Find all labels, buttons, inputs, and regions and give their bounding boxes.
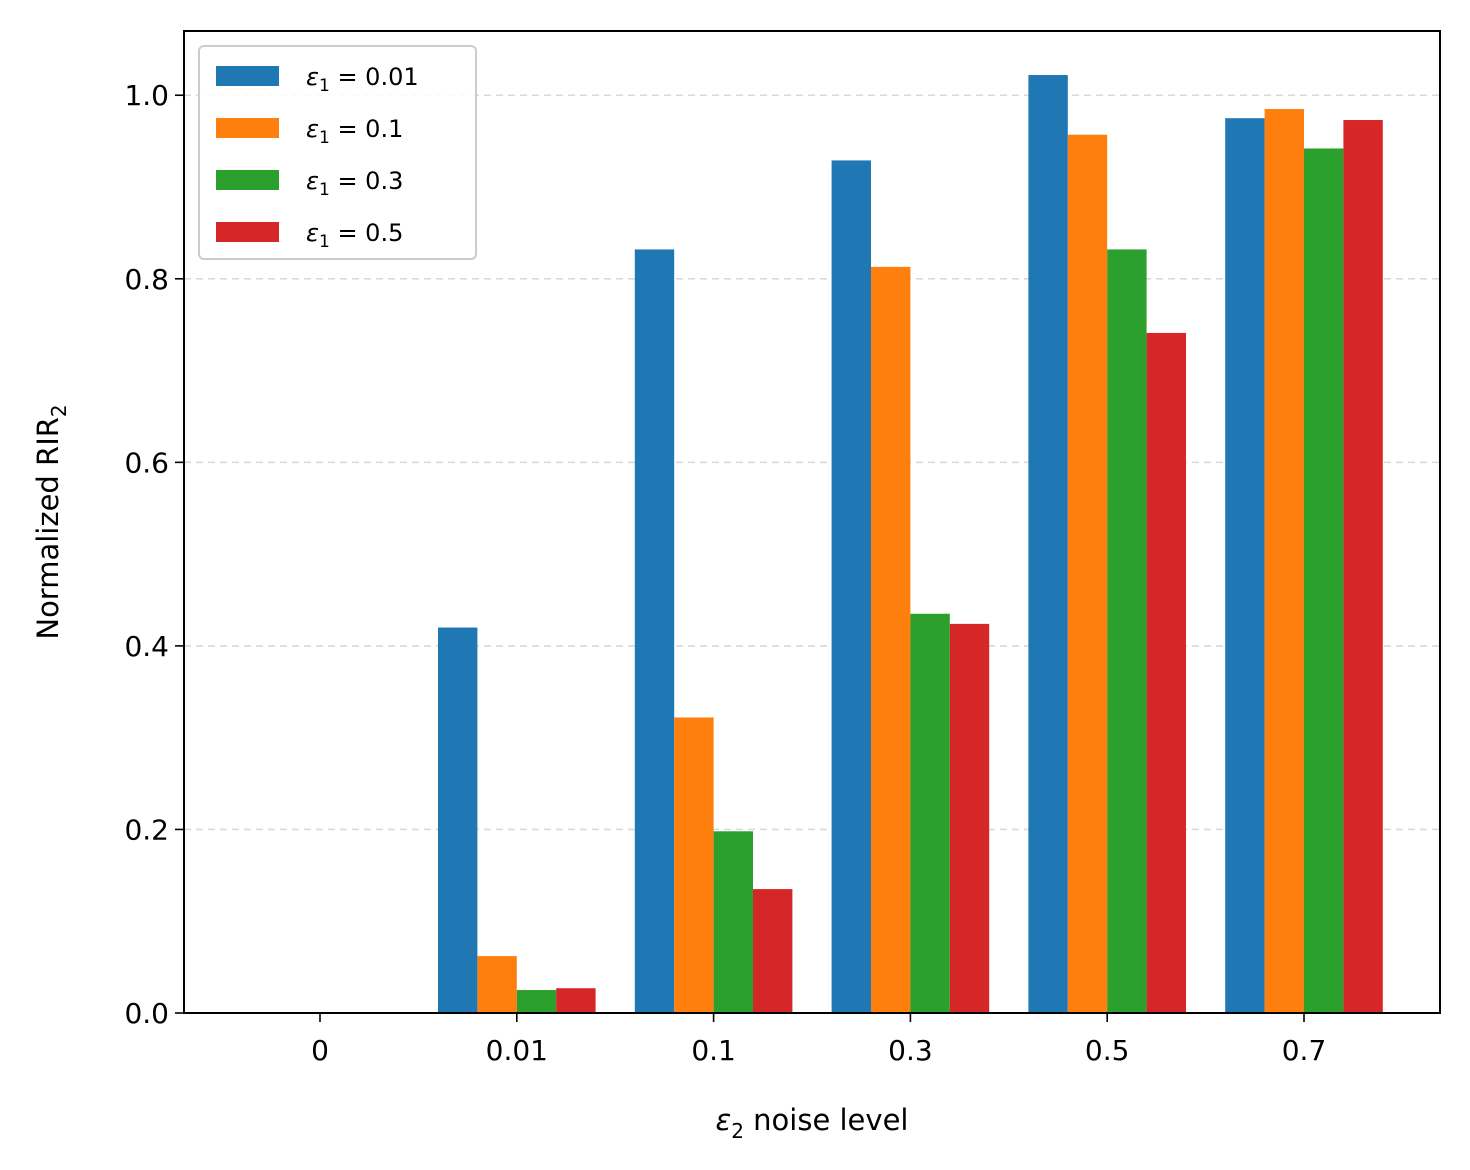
bar bbox=[910, 613, 950, 1013]
y-axis: 0.0 0.2 0.4 0.6 0.8 1.0 bbox=[124, 79, 184, 1030]
legend-label: ε1 = 0.3 bbox=[306, 167, 403, 200]
bar bbox=[1107, 249, 1147, 1014]
bar bbox=[949, 623, 990, 1013]
bar bbox=[477, 956, 517, 1013]
legend-swatch bbox=[216, 170, 279, 190]
x-axis-label: ε2 noise level bbox=[716, 1103, 909, 1143]
bar bbox=[634, 249, 675, 1014]
legend-label: ε1 = 0.1 bbox=[306, 115, 403, 148]
bar bbox=[753, 889, 793, 1013]
bar bbox=[1067, 134, 1108, 1013]
legend-label: ε1 = 0.5 bbox=[306, 219, 403, 252]
x-tick-label: 0.01 bbox=[486, 1034, 548, 1067]
legend-swatch bbox=[216, 118, 279, 138]
legend-swatch bbox=[216, 222, 279, 242]
x-tick-label: 0.1 bbox=[691, 1034, 736, 1067]
x-tick-label: 0.5 bbox=[1085, 1034, 1130, 1067]
bar bbox=[1264, 109, 1304, 1014]
bar bbox=[674, 717, 714, 1013]
y-axis-label: Normalized RIR2 bbox=[31, 404, 71, 639]
bar bbox=[1146, 332, 1186, 1014]
bar bbox=[516, 990, 557, 1013]
y-tick-label: 0.4 bbox=[124, 630, 169, 663]
bar bbox=[1304, 148, 1344, 1013]
x-tick-label: 0 bbox=[311, 1034, 329, 1067]
bar bbox=[871, 266, 911, 1014]
y-tick-label: 0.0 bbox=[124, 997, 169, 1030]
y-tick-label: 0.8 bbox=[124, 263, 169, 296]
legend: ε1 = 0.01 ε1 = 0.1 ε1 = 0.3 ε1 = 0.5 bbox=[198, 45, 477, 260]
bars bbox=[438, 75, 1383, 1014]
bar bbox=[438, 627, 478, 1013]
bar bbox=[1028, 75, 1068, 1013]
x-tick-label: 0.7 bbox=[1282, 1034, 1327, 1067]
legend-swatch bbox=[216, 66, 279, 86]
bar bbox=[713, 831, 753, 1013]
bar bbox=[1343, 120, 1383, 1013]
legend-box bbox=[198, 45, 477, 260]
y-tick-label: 0.6 bbox=[124, 446, 169, 479]
legend-label: ε1 = 0.01 bbox=[306, 63, 419, 96]
y-tick-label: 1.0 bbox=[124, 79, 169, 112]
bar bbox=[1225, 118, 1265, 1014]
plot-frame bbox=[183, 30, 1441, 1014]
x-tick-label: 0.3 bbox=[888, 1034, 933, 1067]
x-axis: 0 0.01 0.1 0.3 0.5 0.7 bbox=[311, 1013, 1326, 1067]
bar bbox=[831, 160, 871, 1013]
bar bbox=[556, 988, 596, 1013]
y-tick-label: 0.2 bbox=[124, 813, 169, 846]
